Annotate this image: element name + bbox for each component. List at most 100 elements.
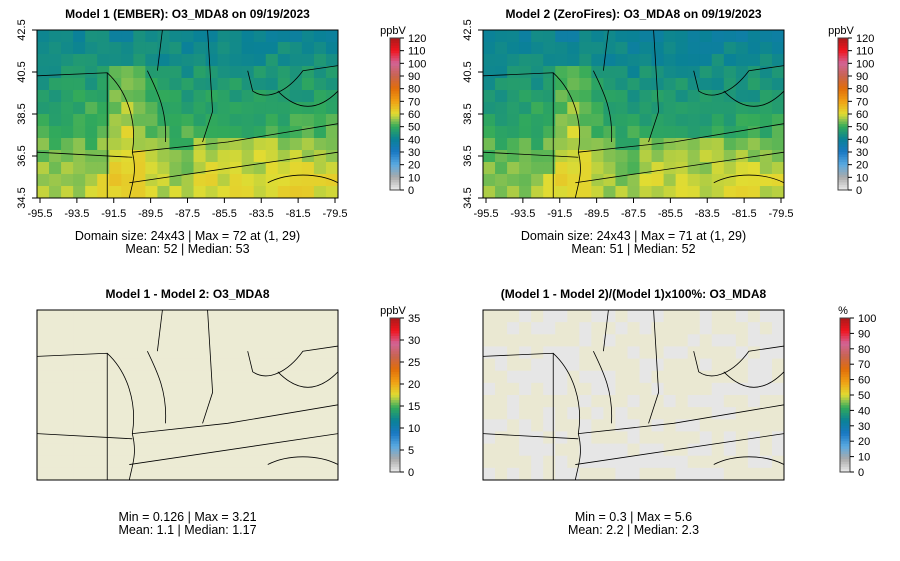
heatmap-cell (253, 126, 267, 139)
heatmap-cell (603, 346, 616, 360)
heatmap-cell (555, 138, 568, 151)
heatmap-cell (313, 443, 327, 457)
heatmap-cell (639, 431, 653, 445)
heatmap-cell (49, 358, 62, 372)
heatmap-cell (205, 419, 219, 432)
heatmap-cell (73, 467, 86, 481)
heatmap-cell (603, 66, 616, 79)
heatmap-cell (133, 186, 146, 199)
colorbar-segment (390, 136, 400, 140)
heatmap-cell (229, 66, 243, 79)
heatmap-cell (579, 419, 592, 432)
heatmap-cell (265, 114, 279, 127)
heatmap-cell (193, 455, 207, 469)
heatmap-cell (579, 102, 592, 115)
heatmap-cell (627, 114, 641, 127)
colorbar-segment (390, 119, 400, 123)
heatmap-cell (73, 114, 86, 127)
heatmap-cell (241, 370, 255, 384)
heatmap-cell (37, 395, 50, 408)
colorbar-segment (838, 111, 848, 115)
heatmap-cell (483, 310, 496, 323)
heatmap-cell (771, 102, 785, 115)
heatmap-cell (567, 467, 580, 481)
heatmap-cell (253, 431, 267, 445)
x-tick-label: -85.5 (212, 208, 237, 220)
state-border (147, 70, 167, 143)
colorbar-segment (390, 428, 400, 432)
heatmap-cell (229, 162, 243, 175)
heatmap-cell (567, 54, 580, 67)
heatmap-cell (121, 90, 134, 103)
heatmap-cell (145, 467, 158, 481)
heatmap-cell (567, 174, 580, 187)
heatmap-cell (759, 322, 773, 335)
heatmap-cell (109, 42, 122, 55)
heatmap-cell (495, 126, 508, 139)
heatmap-cell (313, 90, 327, 103)
heatmap-cell (507, 42, 520, 55)
heatmap-cell (217, 443, 231, 457)
heatmap-cell (277, 114, 291, 127)
heatmap-cell (771, 382, 785, 396)
heatmap-cell (531, 174, 544, 187)
heatmap-cell (591, 138, 604, 151)
heatmap-cell (121, 370, 134, 384)
heatmap-cell (241, 90, 255, 103)
colorbar-segment (840, 425, 850, 429)
colorbar-segment (390, 101, 400, 105)
heatmap-cell (145, 42, 158, 55)
heatmap-cell (591, 310, 604, 323)
x-tick-label: -95.5 (473, 208, 498, 220)
heatmap-cell (543, 346, 556, 360)
colorbar-segment (840, 451, 850, 455)
heatmap-cell (301, 186, 315, 199)
heatmap-cell (97, 90, 110, 103)
heatmap-cell (627, 431, 641, 445)
colorbar-segment (390, 83, 400, 87)
heatmap-cell (133, 407, 146, 420)
heatmap-cell (675, 114, 689, 127)
heatmap-cell (181, 370, 195, 384)
heatmap-cell (567, 138, 580, 151)
heatmap-cell (193, 322, 207, 335)
heatmap-cell (277, 467, 291, 481)
heatmap-cell (759, 395, 773, 408)
heatmap-cell (229, 395, 243, 408)
heatmap-cell (61, 431, 74, 445)
heatmap-cell (699, 42, 713, 55)
heatmap-cell (723, 322, 737, 335)
heatmap-cell (193, 443, 207, 457)
colorbar-segment (838, 91, 848, 95)
heatmap-cell (687, 419, 701, 432)
heatmap-cell (325, 138, 339, 151)
heatmap-cell (37, 66, 50, 79)
heatmap-cell (699, 382, 713, 396)
heatmap-cell (169, 162, 182, 175)
heatmap-cell (483, 455, 496, 469)
heatmap-cell (73, 443, 86, 457)
heatmap-cell (507, 407, 520, 420)
heatmap-cell (687, 102, 701, 115)
heatmap-cell (217, 30, 231, 43)
heatmap-cell (253, 42, 267, 55)
heatmap-cell (663, 310, 677, 323)
map-panel-4: (Model 1 - Model 2)/(Model 1)x100%: O3_M… (482, 287, 876, 537)
colorbar-segment (838, 131, 848, 135)
colorbar-unit: ppbV (380, 305, 406, 317)
heatmap-cell (109, 419, 122, 432)
heatmap-cell (567, 66, 580, 79)
heatmap-cell (277, 102, 291, 115)
heatmap-cell (483, 186, 496, 199)
colorbar-segment (390, 377, 400, 381)
heatmap-cell (771, 138, 785, 151)
heatmap-cell (253, 407, 267, 420)
heatmap-cell (519, 150, 532, 163)
heatmap-cell (519, 90, 532, 103)
heatmap-cell (483, 126, 496, 139)
heatmap-cell (193, 346, 207, 360)
heatmap-cell (265, 407, 279, 420)
heatmap-cell (735, 455, 749, 469)
heatmap-cell (205, 54, 219, 67)
heatmap-cell (145, 382, 158, 396)
